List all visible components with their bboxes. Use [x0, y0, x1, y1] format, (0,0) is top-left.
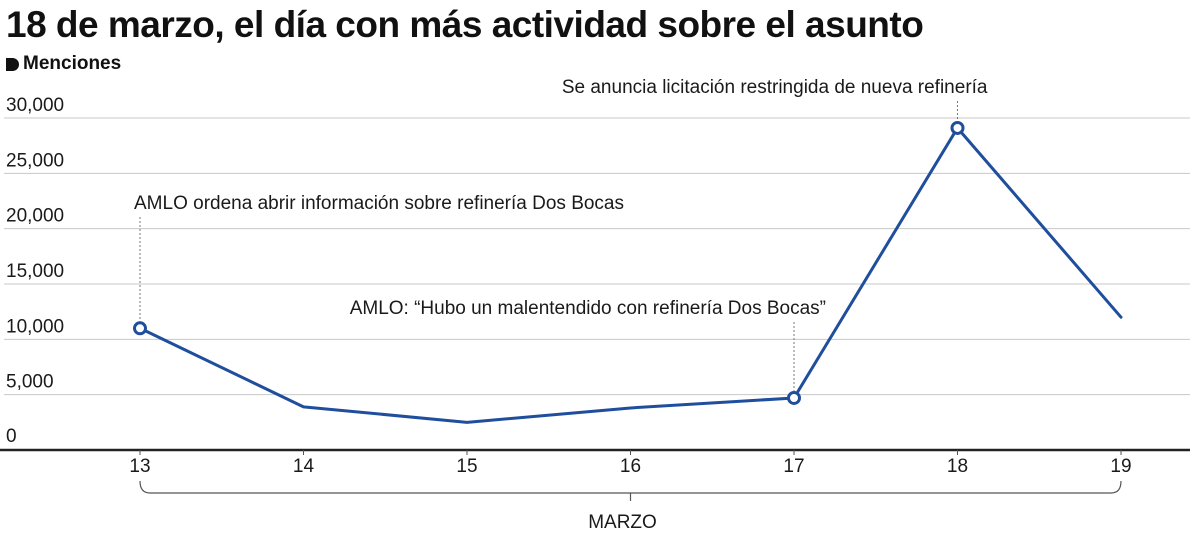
x-tick-label: 15 [456, 456, 477, 477]
legend-label: Menciones [23, 53, 122, 74]
x-tick-label: 13 [129, 456, 150, 477]
y-tick-label: 15,000 [6, 261, 64, 282]
x-tick-label: 18 [947, 456, 968, 477]
x-tick-label: 14 [293, 456, 315, 477]
legend: Menciones [6, 53, 121, 75]
data-point-marker [950, 120, 965, 135]
month-bracket [139, 480, 1122, 494]
x-tick-label: 16 [620, 456, 641, 477]
data-point-marker [787, 390, 801, 405]
annotation-label: AMLO ordena abrir información sobre refi… [134, 193, 624, 214]
x-tick-label: 19 [1110, 456, 1131, 477]
legend-marker-icon [6, 57, 19, 71]
y-tick-label: 20,000 [6, 206, 64, 227]
series-line [138, 126, 1123, 424]
y-tick-label: 10,000 [6, 316, 64, 337]
annotation-label: AMLO: “Hubo un malentendido con refinerí… [350, 298, 826, 319]
y-tick-label: 30,000 [6, 95, 64, 116]
chart-title: 18 de marzo, el día con más actividad so… [6, 4, 924, 45]
annotation-label: Se anuncia licitación restringida de nue… [562, 77, 988, 98]
x-tick-label: 17 [783, 456, 804, 477]
y-tick-label: 5,000 [6, 372, 54, 393]
y-tick-label: 0 [6, 426, 17, 447]
y-tick-label: 25,000 [6, 150, 64, 171]
data-point-marker [133, 321, 147, 336]
x-axis-title: MARZO [588, 512, 657, 533]
